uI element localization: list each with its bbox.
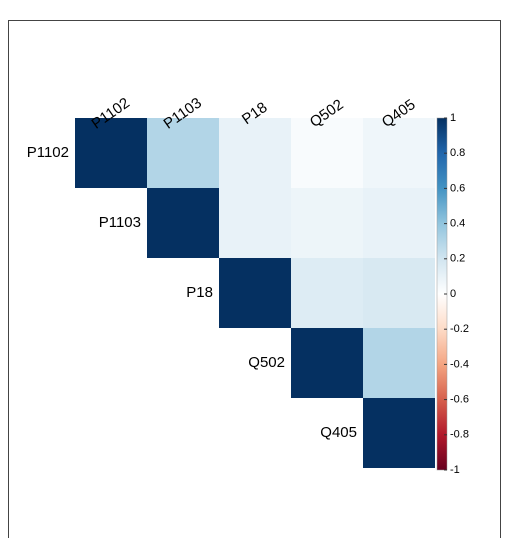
colorbar-label: -0.4 <box>450 358 469 370</box>
cell <box>147 118 219 188</box>
colorbar-label: -0.8 <box>450 429 469 441</box>
cell <box>75 118 147 188</box>
cell <box>291 118 363 188</box>
cell <box>147 188 219 258</box>
cell <box>219 118 291 188</box>
row-label: P1102 <box>27 144 69 161</box>
cell <box>363 398 435 468</box>
colorbar-label: 0.6 <box>450 182 465 194</box>
colorbar-label: 0.4 <box>450 218 465 230</box>
colorbar-label: 0 <box>450 288 456 300</box>
colorbar-label: -1 <box>450 464 460 476</box>
cell <box>291 328 363 398</box>
cell <box>363 118 435 188</box>
cell <box>291 258 363 328</box>
row-label: Q405 <box>320 424 357 441</box>
cell <box>291 188 363 258</box>
colorbar-label: 1 <box>450 112 456 124</box>
colorbar-label: -0.2 <box>450 323 469 335</box>
row-label: P18 <box>186 284 213 301</box>
cell <box>219 258 291 328</box>
colorbar-label: -0.6 <box>450 394 469 406</box>
cell <box>363 188 435 258</box>
row-label: P1103 <box>99 214 141 231</box>
cell <box>363 258 435 328</box>
cell <box>219 188 291 258</box>
cell <box>363 328 435 398</box>
frame <box>8 20 501 538</box>
colorbar-label: 0.2 <box>450 253 465 265</box>
row-label: Q502 <box>248 354 285 371</box>
colorbar-label: 0.8 <box>450 147 465 159</box>
